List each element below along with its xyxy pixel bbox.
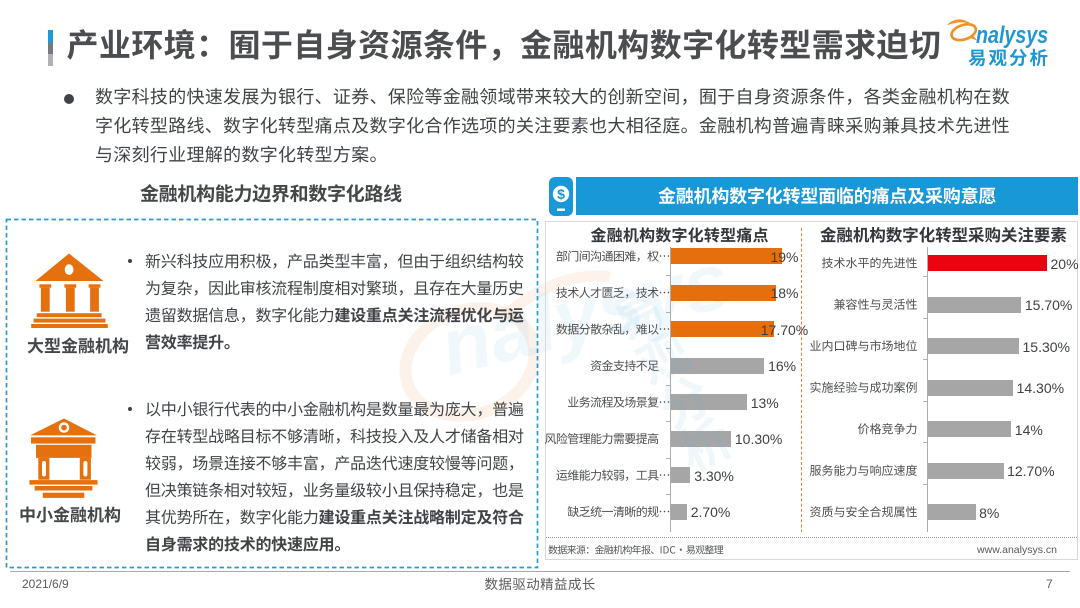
svg-text:$: $ bbox=[557, 186, 565, 202]
